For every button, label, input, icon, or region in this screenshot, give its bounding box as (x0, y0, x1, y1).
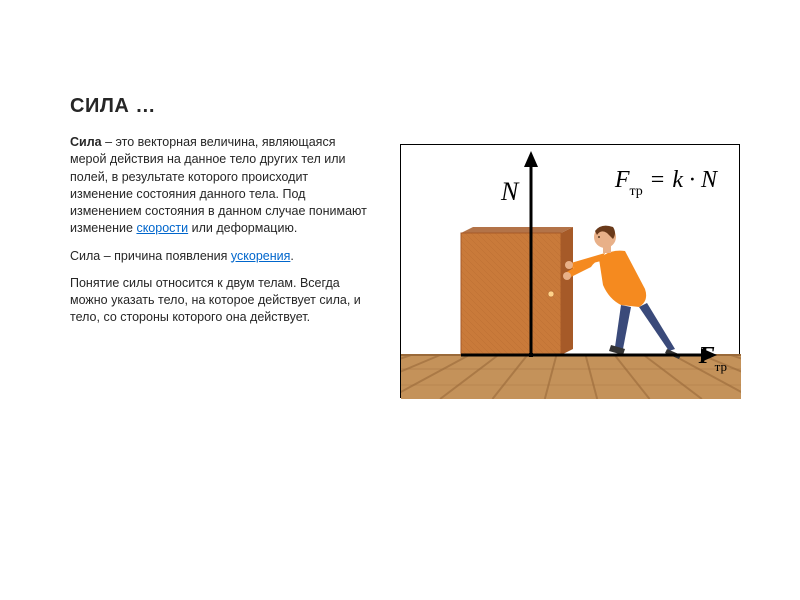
paragraph-definition: Сила – это векторная величина, являющаяс… (70, 134, 370, 238)
paragraph-two-bodies: Понятие силы относится к двум телам. Все… (70, 275, 370, 327)
formula-rhs: k · N (672, 167, 717, 193)
formula-sub: тр (629, 184, 642, 199)
n-axis-label: N (501, 177, 518, 207)
formula-F: F (615, 167, 630, 193)
link-speed[interactable]: скорости (136, 221, 188, 235)
formula-eq: = (645, 167, 671, 193)
f-axis-label: Fтр (699, 343, 727, 373)
link-acceleration[interactable]: ускорения (231, 249, 290, 263)
p2-text-b: . (290, 249, 293, 263)
p2-text-a: Сила – причина появления (70, 249, 231, 263)
paragraph-acceleration: Сила – причина появления ускорения. (70, 248, 370, 265)
slide-title: СИЛА … (70, 95, 370, 118)
term-sila: Сила (70, 135, 102, 149)
physics-diagram: Fтр = k · N N Fтр (400, 144, 740, 398)
friction-formula: Fтр = k · N (615, 167, 717, 198)
f-label-F: F (699, 343, 715, 369)
f-label-sub: тр (715, 359, 727, 374)
p1-text-b: или деформацию. (188, 221, 297, 235)
